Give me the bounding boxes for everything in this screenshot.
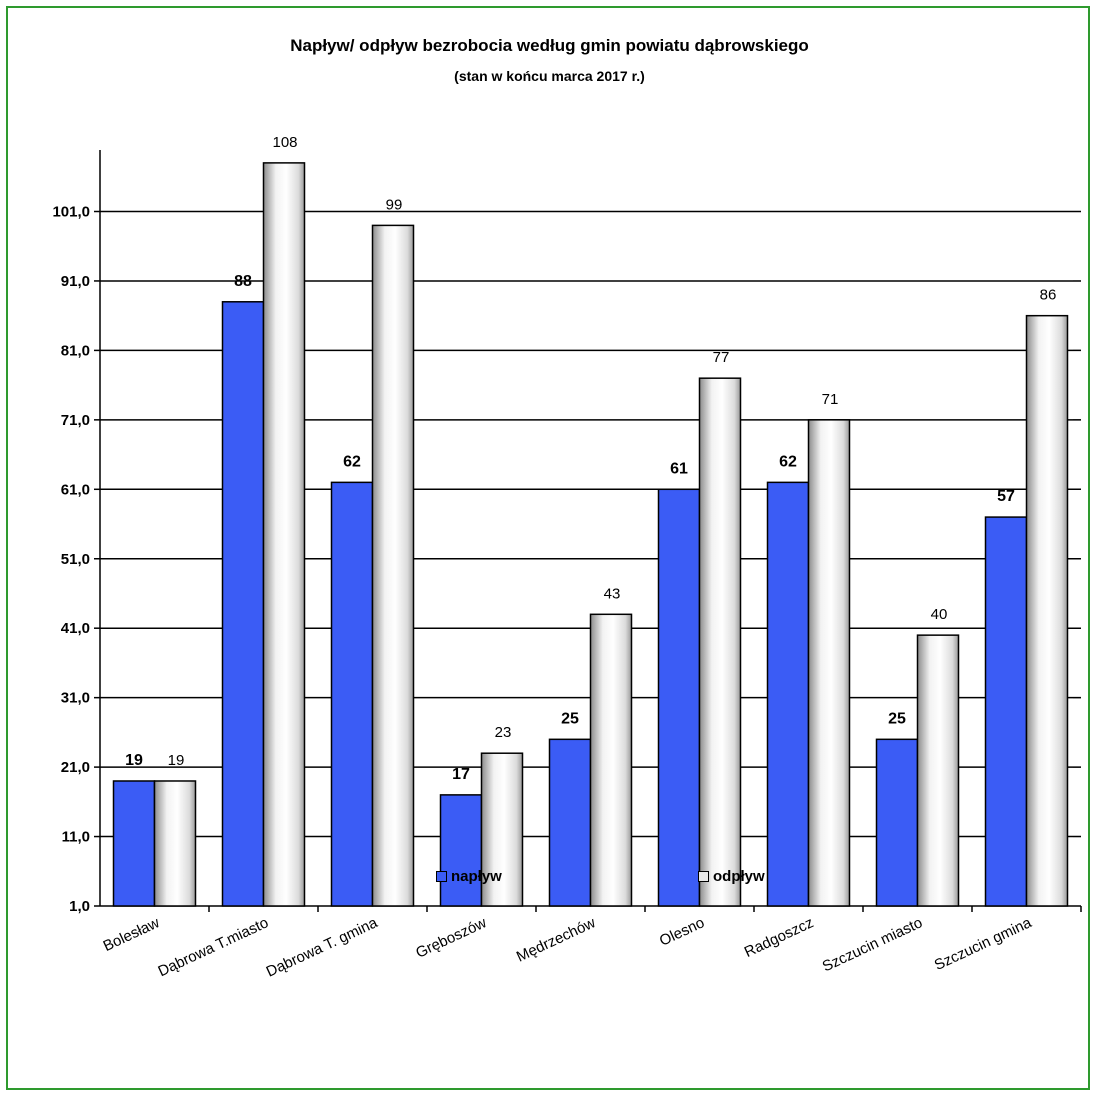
bar-napływ	[657, 488, 701, 907]
bar-napływ	[766, 481, 810, 907]
chart-frame	[6, 6, 1090, 1090]
data-label-odpływ: 86	[1040, 287, 1057, 304]
bar-napływ	[330, 481, 374, 907]
y-tick-label: 101,0	[52, 204, 90, 221]
y-tick-label: 21,0	[61, 759, 90, 776]
legend-swatch-odpływ	[698, 871, 709, 882]
chart-subtitle: (stan w końcu marca 2017 r.)	[454, 68, 645, 84]
legend: napływ odpływ	[0, 868, 1099, 892]
data-label-napływ: 62	[779, 453, 797, 470]
x-category-label: Gręboszów	[413, 914, 489, 962]
bar-napływ	[875, 738, 919, 907]
data-label-napływ: 25	[561, 710, 579, 727]
x-category-label: Bolesław	[101, 914, 163, 955]
bar-odpływ	[807, 419, 851, 907]
data-label-odpływ: 99	[386, 196, 403, 213]
legend-label-odpływ: odpływ	[713, 868, 765, 885]
legend-swatch-napływ	[436, 871, 447, 882]
y-tick-label: 61,0	[61, 481, 90, 498]
bar-napływ	[112, 780, 156, 907]
y-tick-label: 31,0	[61, 690, 90, 707]
bar-napływ	[548, 738, 592, 907]
data-label-napływ: 62	[343, 453, 361, 470]
x-category-label: Dąbrowa T.miasto	[155, 914, 271, 980]
x-category-label: Szczucin gmina	[932, 914, 1035, 974]
data-label-odpływ: 19	[168, 752, 185, 769]
data-label-odpływ: 108	[272, 134, 297, 151]
bar-napływ	[439, 794, 483, 907]
legend-item-odpływ: odpływ	[698, 868, 765, 885]
y-tick-label: 71,0	[61, 412, 90, 429]
y-tick-label: 81,0	[61, 342, 90, 359]
data-label-napływ: 17	[452, 766, 470, 783]
data-label-napływ: 25	[888, 710, 906, 727]
bar-napływ	[221, 301, 265, 907]
data-label-odpływ: 43	[604, 585, 621, 602]
legend-label-napływ: napływ	[451, 868, 502, 885]
y-tick-label: 1,0	[69, 898, 90, 915]
data-label-odpływ: 23	[495, 724, 512, 741]
bar-odpływ	[916, 634, 960, 907]
data-label-napływ: 61	[670, 460, 688, 477]
x-category-label: Dąbrowa T. gmina	[264, 914, 381, 981]
bar-odpływ	[262, 162, 306, 907]
x-category-label: Olesno	[657, 914, 707, 949]
bar-odpływ	[589, 613, 633, 907]
data-label-odpływ: 71	[822, 391, 839, 408]
bar-odpływ	[371, 224, 415, 907]
data-label-odpływ: 77	[713, 349, 730, 366]
y-tick-label: 11,0	[62, 829, 90, 846]
x-category-label: Radgoszcz	[742, 914, 816, 961]
data-label-napływ: 57	[997, 488, 1015, 505]
legend-item-napływ: napływ	[436, 868, 502, 885]
x-category-label: Mędrzechów	[514, 914, 598, 965]
x-category-label: Szczucin miasto	[820, 914, 925, 975]
data-label-odpływ: 40	[931, 606, 948, 623]
y-tick-label: 41,0	[61, 620, 90, 637]
chart-title: Napływ/ odpływ bezrobocia według gmin po…	[290, 36, 809, 55]
bar-napływ	[984, 516, 1028, 907]
bar-odpływ	[1025, 314, 1069, 907]
data-label-napływ: 88	[234, 273, 252, 290]
bar-odpływ	[480, 752, 524, 907]
bar-odpływ	[698, 377, 742, 907]
data-label-napływ: 19	[125, 752, 143, 769]
bar-odpływ	[153, 780, 197, 907]
y-tick-label: 91,0	[61, 273, 90, 290]
y-tick-label: 51,0	[61, 551, 90, 568]
